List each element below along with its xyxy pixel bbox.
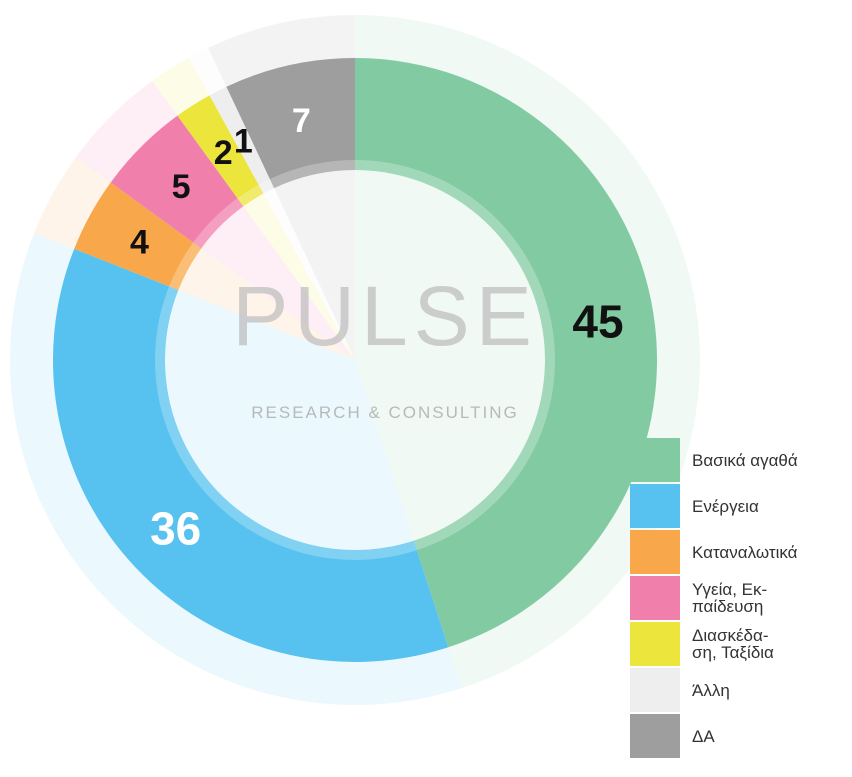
legend-label: Άλλη (692, 680, 730, 700)
donut-slice (74, 182, 202, 291)
legend-item: Βασικά αγαθά (630, 437, 798, 483)
donut-slice (355, 58, 658, 648)
watermark-subtitle: RESEARCH & CONSULTING (251, 403, 518, 422)
inner-band (193, 198, 244, 249)
legend-label: Υγεία, Εκ- παίδευση (692, 580, 768, 616)
legend-item: Καταναλωτικά (630, 529, 798, 575)
legend-item: Υγεία, Εκ- παίδευση (630, 575, 798, 621)
donut-slice (177, 95, 264, 207)
inner-band (237, 184, 264, 207)
legend-item: Ενέργεια (630, 483, 798, 529)
inner-band (258, 179, 275, 194)
legend: Βασικά αγαθά Ενέργεια Καταναλωτικά Υγεία, Ε… (630, 437, 798, 759)
legend-item: Διασκέδα- ση, Ταξίδια (630, 621, 798, 667)
inner-band (169, 242, 202, 291)
legend-swatch (630, 622, 680, 666)
watermark-title: PULSE (232, 269, 537, 363)
legend-label: Καταναλωτικά (692, 542, 798, 562)
data-label: 5 (172, 168, 191, 206)
donut-slice (53, 248, 449, 662)
data-label: 2 (214, 134, 233, 172)
donut-slice (110, 115, 244, 249)
data-label: 7 (292, 102, 311, 140)
donut-slice (226, 58, 355, 189)
data-label: 36 (150, 502, 201, 554)
legend-label: Βασικά αγαθά (692, 450, 798, 470)
legend-label: Ενέργεια (692, 496, 759, 516)
legend-swatch (630, 668, 680, 712)
data-label: 45 (572, 296, 623, 348)
legend-swatch (630, 484, 680, 528)
legend-label: ΔΑ (692, 726, 715, 746)
legend-item: Άλλη (630, 667, 798, 713)
donut-slice (209, 86, 275, 194)
legend-swatch (630, 576, 680, 620)
legend-swatch (630, 438, 680, 482)
legend-label: Διασκέδα- ση, Ταξίδια (692, 626, 774, 662)
legend-swatch (630, 530, 680, 574)
legend-swatch (630, 714, 680, 758)
inner-band (269, 160, 355, 189)
data-label: 4 (130, 223, 149, 261)
legend-item: ΔΑ (630, 713, 798, 759)
